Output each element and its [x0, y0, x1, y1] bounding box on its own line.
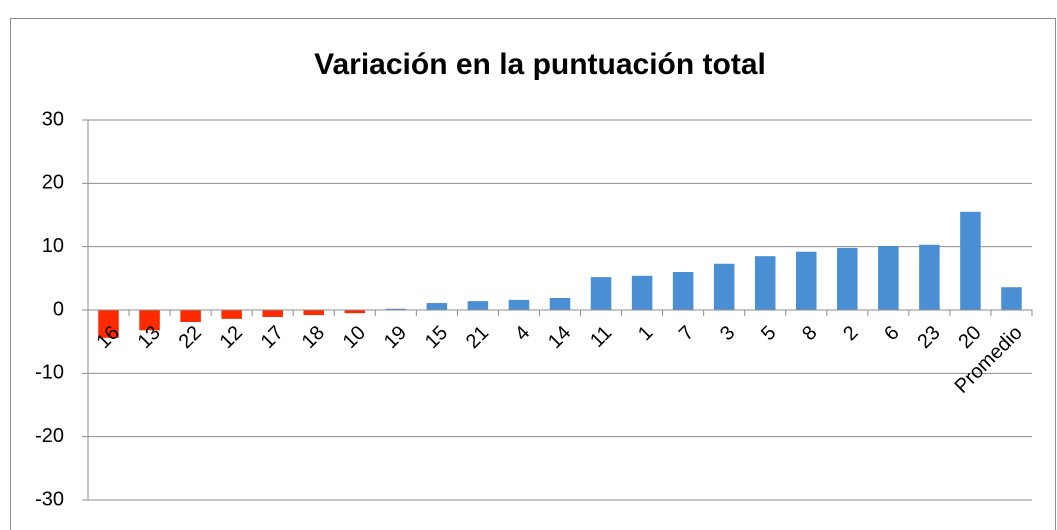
bar [672, 272, 694, 310]
bar [919, 244, 940, 310]
x-tick-label: 22 [175, 322, 206, 353]
bar [344, 310, 366, 314]
bar [837, 247, 858, 310]
x-tick-label: 20 [954, 322, 985, 353]
bar [426, 303, 448, 310]
x-tick-label: 18 [298, 322, 329, 353]
bar [878, 246, 899, 310]
x-tick-label: 19 [380, 322, 411, 353]
y-tick-label: 30 [42, 108, 64, 130]
chart-title: Variación en la puntuación total [314, 48, 766, 81]
bar [98, 310, 119, 338]
bar [549, 297, 571, 310]
x-tick-label: 8 [798, 322, 821, 345]
x-tick-label: 3 [716, 322, 739, 345]
bar [385, 308, 407, 310]
chart-border [10, 18, 1056, 530]
bar [303, 310, 324, 316]
bar [262, 310, 283, 317]
x-tick-label: 13 [134, 322, 165, 353]
bar [508, 299, 530, 310]
x-tick-label: 2 [839, 322, 862, 345]
x-tick-label: 1 [634, 322, 657, 345]
x-tick-label: 21 [462, 322, 493, 353]
x-tick-label: 6 [880, 322, 903, 345]
bar [631, 275, 653, 310]
x-tick-label: 16 [93, 322, 124, 353]
bar [1001, 287, 1022, 310]
bar [180, 310, 201, 323]
bar [796, 251, 817, 310]
x-tick-label: 17 [257, 322, 288, 353]
x-tick-label: 23 [913, 322, 944, 353]
y-tick-label: -10 [35, 362, 64, 384]
x-tick-label: 5 [757, 322, 780, 345]
bar [960, 211, 981, 310]
y-tick-label: -20 [35, 425, 64, 447]
x-tick-label: 7 [675, 322, 698, 345]
x-tick-label: 12 [216, 322, 247, 353]
bar [467, 301, 489, 310]
x-tick-label: 14 [544, 322, 575, 353]
bar [713, 263, 735, 310]
bar [754, 256, 776, 310]
y-tick-label: 10 [42, 235, 64, 257]
x-tick-label: 10 [339, 322, 370, 353]
bar [139, 310, 160, 331]
y-tick-label: 0 [53, 298, 64, 320]
bar [221, 310, 242, 319]
x-tick-label: 15 [421, 322, 452, 353]
y-tick-label: 20 [42, 172, 64, 194]
x-tick-label: 11 [586, 322, 616, 352]
x-tick-label: 4 [511, 322, 534, 345]
y-tick-label: -30 [35, 488, 64, 510]
bar [590, 277, 612, 310]
